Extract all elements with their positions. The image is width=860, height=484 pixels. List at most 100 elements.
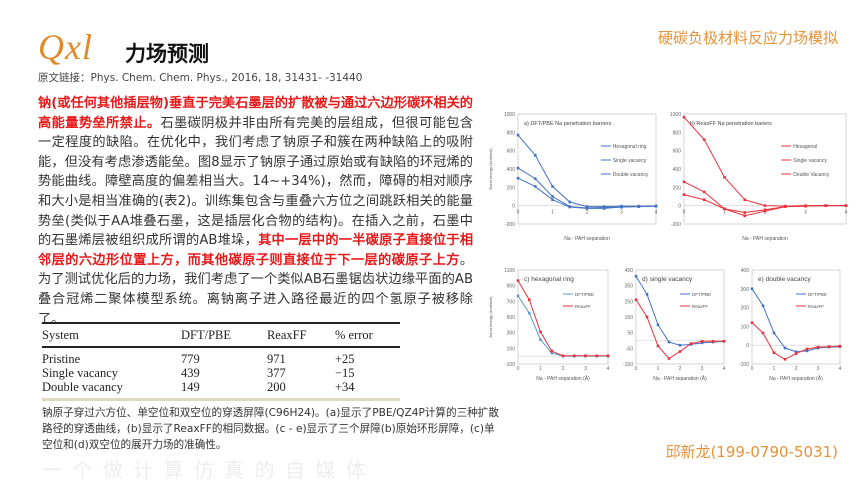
- data-point: [723, 175, 726, 179]
- table-cell: Single vacancy: [42, 366, 119, 380]
- data-point: [722, 339, 726, 343]
- data-point: [844, 204, 848, 207]
- x-tick-label: 3: [584, 366, 587, 372]
- data-point: [678, 343, 682, 347]
- column-header: ReaxFF: [266, 328, 307, 342]
- data-point: [572, 354, 576, 358]
- data-point: [656, 344, 660, 348]
- y-tick-label: 0: [512, 204, 515, 210]
- chart-title: d) single vacancy: [642, 276, 693, 283]
- data-point: [702, 138, 706, 141]
- table-cell: 779: [180, 352, 200, 366]
- column-header: % error: [334, 328, 373, 342]
- barrier-table: System DFT/PBE ReaxFF % error Pristine 77…: [42, 322, 400, 401]
- data-point: [667, 340, 671, 344]
- x-tick-label: 4: [607, 366, 610, 372]
- y-tick-label: 1000: [670, 112, 681, 118]
- data-point: [702, 190, 706, 194]
- data-point: [634, 298, 638, 302]
- data-point: [606, 354, 610, 358]
- x-tick-label: 3: [804, 210, 807, 216]
- data-point: [585, 205, 589, 208]
- y-tick-label: -200: [671, 222, 681, 228]
- y-tick-label: 0: [678, 204, 681, 210]
- table-cell: Pristine: [42, 352, 81, 366]
- table-cell: +34: [334, 380, 355, 394]
- data-point: [838, 344, 842, 348]
- x-tick-label: 2: [562, 366, 565, 372]
- x-tick-label: 0: [683, 210, 686, 216]
- x-axis-label: Na - PAH separation: [742, 236, 788, 242]
- table-cell: −15: [334, 366, 355, 380]
- data-point: [516, 176, 520, 180]
- y-axis-label: Bond energy (kcal/mol): [488, 148, 493, 190]
- data-point: [516, 279, 520, 282]
- x-axis-label: Na - PAH separation (Å): [653, 375, 707, 382]
- data-point: [667, 357, 671, 360]
- data-point: [743, 198, 747, 202]
- x-tick-label: 2: [679, 366, 682, 372]
- x-tick-label: 0: [751, 366, 754, 372]
- y-tick-label: 800: [507, 130, 516, 136]
- data-point: [711, 339, 715, 343]
- x-tick-label: 1: [551, 210, 554, 216]
- y-tick-label: 400: [507, 167, 516, 173]
- table-row: Pristine 779 971 +25: [42, 347, 400, 366]
- data-point: [794, 352, 798, 355]
- y-tick-label: -50: [626, 346, 633, 352]
- data-point: [533, 185, 537, 188]
- data-point: [568, 205, 572, 209]
- data-point: [539, 330, 542, 334]
- x-axis-label: Na - PAH separation (Å): [536, 375, 590, 382]
- y-tick-label: 800: [673, 130, 682, 136]
- data-point: [527, 298, 531, 302]
- y-tick-label: 200: [741, 306, 750, 312]
- body-paragraph: 钠(或任何其他插层物)垂直于完美石墨层的扩散被与通过六边形碳环相关的高能量势垒所…: [38, 94, 473, 329]
- topic-title: 硬碳负极材料反应力场模拟: [657, 29, 838, 47]
- table-header-row: System DFT/PBE ReaxFF % error: [42, 323, 400, 347]
- data-point: [585, 207, 589, 210]
- data-point: [816, 345, 820, 349]
- data-point: [772, 351, 776, 355]
- data-point: [656, 323, 660, 327]
- data-point: [700, 339, 704, 343]
- table-row: Double vacancy 149 200 +34: [42, 380, 400, 400]
- table-cell: Double vacancy: [42, 380, 123, 394]
- highlight-text: 钠(或任何其他插层物)垂直于完美石墨层的扩散被与通过六边形碳环相关的高能量势垒所…: [38, 96, 473, 131]
- y-tick-label: 450: [625, 268, 634, 274]
- data-point: [516, 133, 520, 137]
- x-tick-label: 0: [635, 366, 638, 372]
- data-point: [805, 349, 809, 353]
- y-tick-label: 150: [625, 315, 634, 321]
- data-point: [645, 315, 649, 319]
- body-text: 。为了测试优化后的力场，我们考虑了一个类似AB石墨锯齿状边缘平面的AB叠合冠烯二…: [38, 252, 473, 327]
- x-tick-label: 2: [586, 210, 589, 216]
- data-point: [551, 185, 554, 188]
- chart-title: c) hexagonal ring: [524, 276, 574, 283]
- data-point: [551, 198, 554, 202]
- y-tick-label: 1000: [504, 112, 515, 118]
- data-point: [702, 198, 706, 202]
- chart-c-hexagonal: -100 100 300 500 700 900 1100 0 1 2 3 4 c) hexagonal…: [488, 268, 610, 382]
- y-tick-label: -150: [623, 362, 633, 368]
- data-point: [602, 207, 606, 210]
- body-text: 石墨碳阴极并非由所有完美的层组成，但很可能包含一定程度的缺陷。在优化中，我们考虑…: [38, 115, 474, 249]
- legend-label: DFT/PBE: [575, 292, 594, 297]
- data-point: [533, 153, 537, 157]
- data-point: [743, 214, 747, 218]
- x-tick-label: 2: [764, 210, 767, 216]
- chart-d-single-vacancy: -150 -50 50 150 250 350 450 0 1 2 3 4 d) single vaca…: [623, 268, 726, 382]
- data-point: [645, 292, 649, 296]
- y-tick-label: 100: [741, 324, 750, 330]
- table-row: Single vacancy 439 377 −15: [42, 366, 400, 380]
- chart-title: e) double vacancy: [758, 276, 812, 283]
- data-point: [763, 208, 767, 212]
- data-point: [550, 349, 554, 353]
- legend-label: ReaxFF: [692, 304, 708, 309]
- data-point: [761, 304, 765, 308]
- data-point: [678, 350, 682, 353]
- data-point: [634, 274, 638, 278]
- legend-label: Single vacancy: [793, 158, 827, 164]
